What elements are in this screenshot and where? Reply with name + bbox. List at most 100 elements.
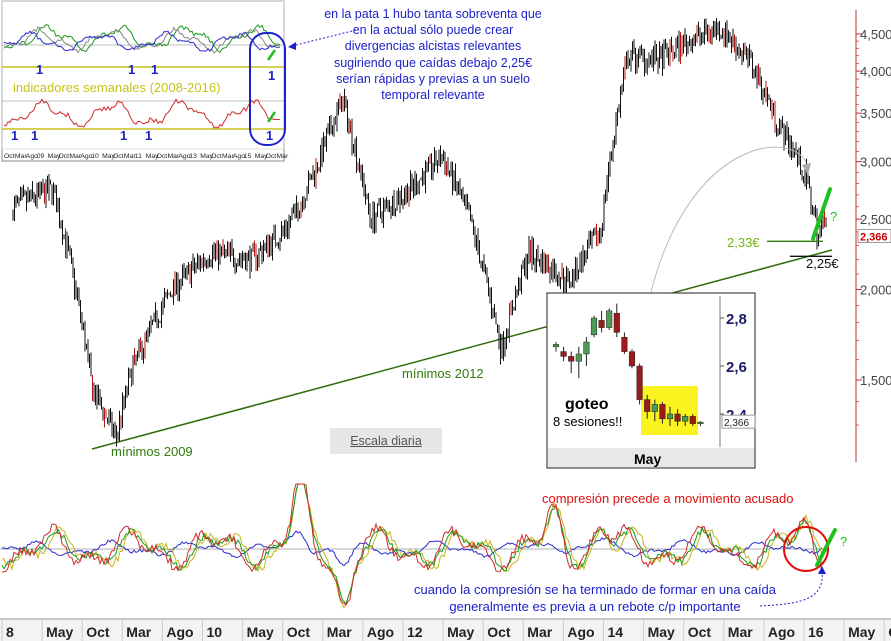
- note-bottom-annotation: cuando la compresión se ha terminado de …: [380, 582, 810, 615]
- note-bottom-text: cuando la compresión se ha terminado de …: [413, 582, 777, 614]
- weekly-x-tick-label: Oct: [157, 153, 168, 160]
- compression-label: compresión precede a movimiento acusado: [542, 491, 794, 506]
- sessions-candle-body: [636, 365, 643, 400]
- weekly-highlight-oval: [249, 32, 286, 146]
- last-price-tag-box: [857, 228, 891, 243]
- daily-scale-label: Escala diaria: [330, 428, 442, 454]
- x-axis-tick-label: May: [247, 624, 274, 640]
- weekly-x-tick-label: May: [255, 153, 268, 160]
- weekly-x-tick-label: 10: [91, 153, 99, 160]
- weekly-green-tick-bottom: [266, 111, 277, 123]
- x-axis-tick-label: Oct: [487, 624, 511, 640]
- x-axis-strip: [0, 619, 891, 641]
- weekly-x-tick-label: Mar: [124, 153, 136, 160]
- x-axis-tick-label: Mar: [126, 624, 151, 640]
- sessions-axis-tick-label: 2,6: [726, 359, 747, 376]
- sessions-candle-body: [621, 336, 628, 352]
- x-axis-tick-label: Oct: [888, 624, 891, 640]
- weekly-marker-top: 1: [36, 62, 43, 77]
- sessions-candle-body: [689, 416, 696, 424]
- oscillator-panel: [0, 483, 837, 609]
- weekly-x-tick-label: May: [200, 153, 213, 160]
- x-axis-tick-label: Oct: [287, 624, 311, 640]
- sessions-candle-body: [613, 312, 620, 333]
- weekly-marker-bottom: 1: [266, 128, 273, 143]
- sessions-label: 8 sesiones!!: [553, 414, 623, 429]
- x-axis-tick-label: May: [848, 624, 875, 640]
- x-axis-tick-label: May: [447, 624, 474, 640]
- weekly-x-tick-label: Oct: [59, 153, 70, 160]
- x-axis-tick-label: Mar: [327, 624, 352, 640]
- x-axis-tick-label: Oct: [86, 624, 110, 640]
- x-axis-tick-label: 12: [407, 624, 423, 640]
- weekly-x-tick-label: 15: [244, 153, 252, 160]
- sessions-candle-body: [590, 317, 598, 336]
- weekly-x-tick-label: Mar: [15, 153, 27, 160]
- x-axis-tick-label: May: [46, 624, 73, 640]
- sessions-candle-body: [552, 344, 560, 348]
- note-top-annotation: en la pata 1 hubo tanta sobreventa que e…: [324, 7, 542, 103]
- weekly-x-tick-label: Oct: [266, 153, 277, 160]
- x-axis-tick-label: Ago: [367, 624, 394, 640]
- support-trendline: [91, 249, 833, 450]
- x-axis-tick-label: Ago: [768, 624, 795, 640]
- bullish-arrow-oscillator: [815, 528, 837, 567]
- x-axis-tick-label: 8: [6, 624, 14, 640]
- sessions-price-tag: 2,366: [724, 418, 749, 429]
- x-axis-tick-label: Ago: [567, 624, 594, 640]
- weekly-green-tick-top: [266, 49, 277, 61]
- sessions-candle-body: [606, 310, 613, 328]
- sessions-candle-body: [674, 413, 681, 422]
- sessions-candle-body: [682, 416, 689, 422]
- weekly-x-tick-label: Ago: [178, 153, 190, 160]
- weekly-x-tick-label: Ago: [80, 153, 92, 160]
- weekly-marker-top: 1: [128, 62, 135, 77]
- oscillator-line-red: [1, 483, 823, 606]
- weekly-x-tick-label: Oct: [4, 153, 15, 160]
- price-axis-tick-label: 2,500: [860, 212, 891, 227]
- weekly-x-tick-label: Mar: [277, 153, 289, 160]
- weekly-line-red: [3, 98, 281, 129]
- level-2-25-label: 2,25€: [806, 256, 839, 271]
- sessions-candle-body: [568, 356, 575, 362]
- x-axis-tick-label: Mar: [728, 624, 753, 640]
- sessions-candle-body: [583, 341, 590, 355]
- weekly-x-tick-label: May: [48, 153, 61, 160]
- x-axis-tick-label: May: [648, 624, 675, 640]
- bullish-arrow-main: [811, 187, 832, 241]
- sessions-candle-body: [697, 421, 704, 424]
- x-axis-tick-label: 16: [808, 624, 824, 640]
- sessions-candle-body: [651, 404, 658, 412]
- compression-circle: [783, 526, 829, 572]
- sessions-candle-body: [628, 351, 636, 367]
- weekly-x-tick-label: Mar: [222, 153, 234, 160]
- weekly-line-blue: [3, 30, 281, 52]
- question-mark-oscillator: ?: [840, 534, 848, 549]
- inset-connector-curve: [650, 146, 807, 293]
- weekly-x-tick-label: May: [102, 153, 115, 160]
- sessions-candle-body: [644, 399, 651, 412]
- weekly-marker-bottom: 1: [11, 128, 18, 143]
- note-bottom-arrowhead: [818, 566, 826, 574]
- weekly-x-tick-label: Oct: [113, 153, 124, 160]
- main-candles: [12, 18, 827, 447]
- price-axis-tick-label: 3,500: [860, 106, 891, 121]
- weekly-x-tick-label: May: [146, 153, 159, 160]
- weekly-x-tick-label: Mar: [168, 153, 180, 160]
- weekly-marker-bottom: 1: [120, 128, 127, 143]
- x-axis-tick-label: Mar: [527, 624, 552, 640]
- inset-month-label: May: [634, 451, 662, 467]
- sessions-inset-frame: [546, 292, 756, 469]
- weekly-x-tick-label: Mar: [69, 153, 81, 160]
- level-2-33-label: 2,33€: [727, 235, 760, 250]
- price-axis-tick-label: 3,000: [860, 155, 891, 170]
- x-axis-tick-label: 10: [207, 624, 223, 640]
- price-axis-tick-label: 4,500: [860, 27, 891, 42]
- note-arrow-line: [291, 29, 357, 47]
- oscillator-line-green: [1, 483, 823, 605]
- weekly-x-tick-label: Ago: [233, 153, 245, 160]
- question-mark-main: ?: [830, 209, 838, 224]
- price-axis-tick-label: 2,000: [860, 282, 891, 297]
- sessions-inset: 2,82,62,42,366: [546, 292, 756, 469]
